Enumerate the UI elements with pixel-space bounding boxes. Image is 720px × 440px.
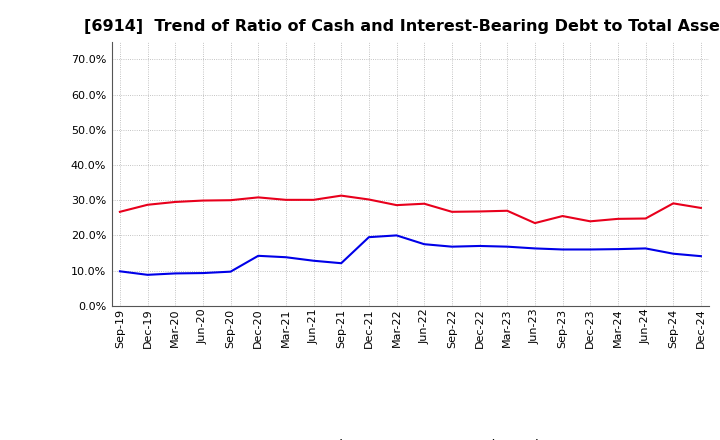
Title: [6914]  Trend of Ratio of Cash and Interest-Bearing Debt to Total Assets: [6914] Trend of Ratio of Cash and Intere… <box>84 18 720 34</box>
Cash <box>531 220 539 226</box>
Interest-Bearing Debt <box>282 255 290 260</box>
Cash <box>642 216 650 221</box>
Cash <box>254 195 263 200</box>
Interest-Bearing Debt <box>143 272 152 278</box>
Cash <box>282 197 290 202</box>
Cash <box>586 219 595 224</box>
Interest-Bearing Debt <box>669 251 678 257</box>
Interest-Bearing Debt <box>696 253 705 259</box>
Interest-Bearing Debt <box>392 233 401 238</box>
Cash <box>364 197 373 202</box>
Interest-Bearing Debt <box>116 269 125 274</box>
Interest-Bearing Debt <box>171 271 179 276</box>
Interest-Bearing Debt <box>226 269 235 274</box>
Interest-Bearing Debt <box>531 246 539 251</box>
Cash <box>337 193 346 198</box>
Interest-Bearing Debt <box>586 247 595 252</box>
Cash <box>613 216 622 221</box>
Line: Cash: Cash <box>120 196 701 223</box>
Interest-Bearing Debt <box>642 246 650 251</box>
Cash <box>143 202 152 207</box>
Interest-Bearing Debt <box>337 260 346 266</box>
Interest-Bearing Debt <box>475 243 484 249</box>
Interest-Bearing Debt <box>558 247 567 252</box>
Interest-Bearing Debt <box>364 235 373 240</box>
Cash <box>226 198 235 203</box>
Cash <box>503 208 511 213</box>
Cash <box>199 198 207 203</box>
Cash <box>696 205 705 211</box>
Line: Interest-Bearing Debt: Interest-Bearing Debt <box>120 235 701 275</box>
Cash <box>475 209 484 214</box>
Interest-Bearing Debt <box>448 244 456 249</box>
Interest-Bearing Debt <box>254 253 263 258</box>
Cash <box>171 199 179 205</box>
Interest-Bearing Debt <box>613 246 622 252</box>
Cash <box>558 213 567 219</box>
Interest-Bearing Debt <box>310 258 318 264</box>
Interest-Bearing Debt <box>503 244 511 249</box>
Cash <box>116 209 125 214</box>
Interest-Bearing Debt <box>420 242 428 247</box>
Legend: Cash, Interest-Bearing Debt: Cash, Interest-Bearing Debt <box>266 434 554 440</box>
Cash <box>448 209 456 214</box>
Cash <box>669 201 678 206</box>
Cash <box>420 201 428 206</box>
Interest-Bearing Debt <box>199 271 207 276</box>
Cash <box>310 197 318 202</box>
Cash <box>392 202 401 208</box>
